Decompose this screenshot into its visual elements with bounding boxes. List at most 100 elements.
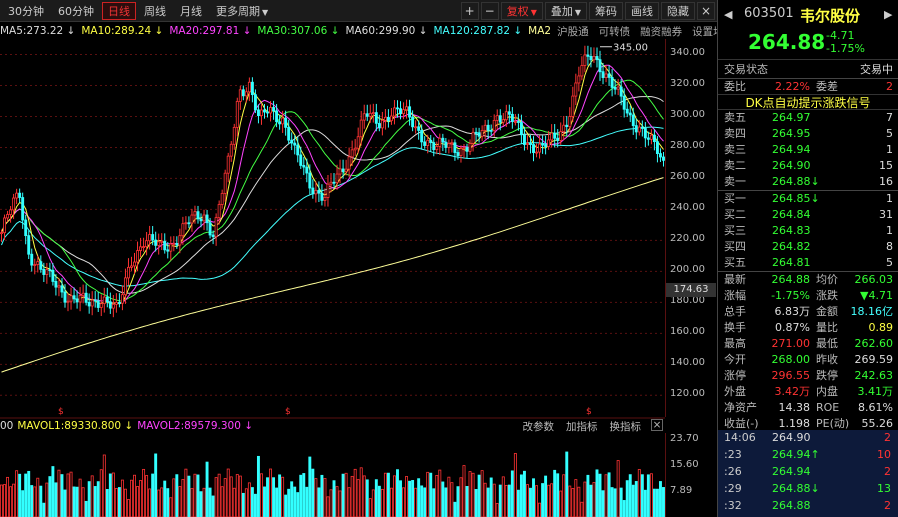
candle-body bbox=[450, 142, 454, 145]
stat-value: 6.83万 bbox=[774, 305, 811, 318]
toolbar-right: + − 复权 ▼ 叠加 ▼ 筹码 画线 隐藏 × bbox=[459, 2, 715, 20]
volume-bar bbox=[24, 473, 28, 517]
level-price: 264.88↓ bbox=[772, 175, 820, 188]
candle-body bbox=[75, 298, 79, 303]
candle-body bbox=[96, 300, 100, 308]
volume-bar bbox=[117, 487, 121, 517]
buy-level-row[interactable]: 买二 264.84 31 bbox=[718, 207, 898, 223]
dividend-marker-icon[interactable]: $ bbox=[586, 407, 592, 417]
period-tab[interactable]: 日线 bbox=[102, 1, 136, 20]
candle-body bbox=[123, 277, 127, 296]
volume-bar bbox=[311, 468, 315, 517]
add-indicator-button[interactable]: 加指标 bbox=[566, 421, 598, 433]
volume-bar bbox=[208, 487, 212, 517]
kline-chart[interactable]: 345.00 $ $ $ bbox=[0, 39, 665, 517]
candle-body bbox=[299, 154, 303, 166]
buy-level-row[interactable]: 买四 264.82 8 bbox=[718, 239, 898, 255]
price-tick: 120.00 bbox=[670, 388, 705, 400]
candle-body bbox=[604, 73, 608, 78]
volume-bar bbox=[329, 489, 333, 517]
stats-row: 收益(-) 1.198 PE(动) 55.26 bbox=[718, 416, 898, 432]
candle-body bbox=[553, 132, 557, 139]
volume-bar bbox=[223, 478, 227, 517]
stat-label: 收益(-) bbox=[724, 417, 759, 430]
price-change: -4.71 -1.75% bbox=[826, 29, 865, 55]
volume-bar bbox=[111, 472, 115, 517]
candle-body bbox=[649, 134, 653, 140]
minus-icon[interactable]: − bbox=[480, 2, 499, 20]
hide-button[interactable]: 隐藏 bbox=[661, 2, 695, 20]
more-periods-dropdown[interactable]: 更多周期 ▼ bbox=[210, 2, 274, 20]
sell-level-row[interactable]: 卖三 264.94 1 bbox=[718, 142, 898, 158]
volume-bar bbox=[326, 496, 330, 517]
close-panel-icon[interactable]: × bbox=[651, 419, 663, 431]
candle-body bbox=[323, 197, 327, 201]
sell-level-row[interactable]: 卖二 264.90 15 bbox=[718, 158, 898, 174]
period-tab[interactable]: 月线 bbox=[180, 4, 202, 18]
sell-level-row[interactable]: 卖五 264.97 7 bbox=[718, 110, 898, 126]
sell-level-row[interactable]: 卖四 264.95 5 bbox=[718, 126, 898, 142]
prev-stock-icon[interactable]: ◀ bbox=[724, 8, 733, 21]
close-icon[interactable]: × bbox=[697, 2, 715, 20]
candle-body bbox=[435, 146, 439, 151]
plus-icon[interactable]: + bbox=[460, 2, 479, 20]
volume-bar bbox=[48, 476, 52, 517]
volume-bar bbox=[519, 474, 523, 517]
hk-connect-link[interactable]: 沪股通 bbox=[557, 25, 589, 38]
candle-body bbox=[72, 295, 76, 300]
volume-bar bbox=[338, 490, 342, 517]
sell-level-row[interactable]: 卖一 264.88↓ 16 bbox=[718, 174, 898, 190]
edit-params-button[interactable]: 改参数 bbox=[522, 421, 555, 433]
volume-bar bbox=[21, 490, 25, 517]
chips-button[interactable]: 筹码 bbox=[589, 2, 623, 20]
candle-body bbox=[184, 222, 188, 225]
dk-signal-title[interactable]: DK点自动提示涨跌信号 bbox=[718, 94, 898, 110]
candle-body bbox=[441, 137, 445, 143]
candle-body bbox=[486, 124, 490, 131]
candle-body bbox=[105, 296, 109, 303]
switch-indicator-button[interactable]: 换指标 bbox=[609, 421, 642, 433]
vol-tick: 7.89 bbox=[670, 485, 693, 496]
volume-bar bbox=[359, 467, 363, 517]
volume-bar bbox=[619, 487, 623, 517]
period-tab[interactable]: 30分钟 bbox=[8, 4, 44, 18]
volume-bar bbox=[640, 474, 644, 517]
dividend-marker-icon[interactable]: $ bbox=[285, 407, 291, 417]
candle-body bbox=[229, 143, 233, 157]
volume-bar bbox=[589, 484, 593, 517]
level-qty: 1 bbox=[886, 224, 893, 237]
level-price: 264.90 bbox=[772, 159, 811, 172]
candle-body bbox=[519, 122, 523, 136]
period-tab[interactable]: 60分钟 bbox=[58, 4, 94, 18]
candle-body bbox=[57, 285, 61, 288]
price-tick: 140.00 bbox=[670, 357, 705, 369]
stat-value: 3.42万 bbox=[774, 385, 811, 398]
fuquan-button[interactable]: 复权 ▼ bbox=[500, 2, 543, 20]
buy-level-row[interactable]: 买三 264.83 1 bbox=[718, 223, 898, 239]
candle-body bbox=[622, 95, 626, 110]
volume-bar bbox=[281, 476, 285, 517]
buy-level-row[interactable]: 买一 264.85↓ 1 bbox=[718, 191, 898, 207]
candle-body bbox=[290, 139, 294, 144]
candle-body bbox=[148, 234, 152, 242]
next-stock-icon[interactable]: ▶ bbox=[884, 8, 893, 21]
dividend-marker-icon[interactable]: $ bbox=[58, 407, 64, 417]
draw-line-button[interactable]: 画线 bbox=[625, 2, 659, 20]
ma60-line bbox=[1, 95, 664, 294]
candle-body bbox=[559, 131, 563, 141]
tick-time: :32 bbox=[724, 499, 742, 512]
volume-bar bbox=[72, 486, 76, 517]
ma-settings-button[interactable]: 设置均线 ▼ bbox=[692, 24, 717, 39]
period-tab[interactable]: 周线 bbox=[144, 4, 166, 18]
candle-body bbox=[532, 144, 535, 153]
candle-body bbox=[347, 156, 351, 170]
convertible-bond-link[interactable]: 可转债 bbox=[598, 25, 631, 38]
buy-level-row[interactable]: 买五 264.81 5 bbox=[718, 255, 898, 271]
candle-body bbox=[54, 281, 58, 288]
margin-trading-link[interactable]: 融资融券 bbox=[640, 25, 683, 38]
overlay-button[interactable]: 叠加 ▼ bbox=[544, 2, 587, 20]
buy-book: 买一 264.85↓ 1 买二 264.84 31 买三 264.83 1 买四 264.82 8 买五… bbox=[718, 190, 898, 271]
ma-legend-item: MA10:289.24 ↓ bbox=[81, 25, 164, 37]
mavol2-label: MAVOL2:89579.300 ↓ bbox=[137, 420, 254, 432]
volume-bar bbox=[178, 486, 182, 517]
